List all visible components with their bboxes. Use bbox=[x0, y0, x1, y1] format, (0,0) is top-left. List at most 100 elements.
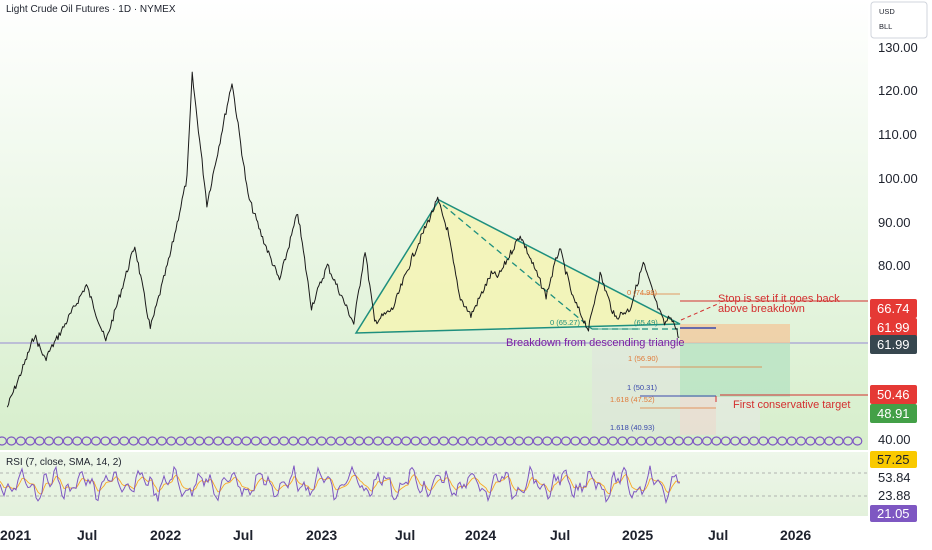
chain-link bbox=[701, 436, 712, 446]
x-tick-label: 2024 bbox=[465, 527, 496, 543]
x-tick-label: 2022 bbox=[150, 527, 181, 543]
chain-separator bbox=[0, 436, 863, 446]
chain-link bbox=[53, 436, 64, 446]
chain-link bbox=[532, 436, 543, 446]
x-tick-label: 2021 bbox=[0, 527, 31, 543]
chain-link bbox=[598, 436, 609, 446]
badge-entry bbox=[870, 318, 917, 337]
chain-link bbox=[485, 436, 496, 446]
annotation-target: First conservative target bbox=[733, 399, 850, 411]
y-tick-label: 100.00 bbox=[878, 171, 918, 186]
x-axis-background bbox=[0, 516, 868, 550]
chain-link bbox=[852, 436, 863, 446]
badge-entry-text: 61.99 bbox=[877, 320, 910, 335]
chain-link bbox=[626, 436, 637, 446]
rsi-title: RSI (7, close, SMA, 14, 2) bbox=[6, 457, 122, 468]
fib-levels: 0 (74.99) 0 (65.27) (65.49) 1 (56.90) 1 … bbox=[550, 288, 762, 432]
fib-label: 0 (65.27) bbox=[550, 318, 581, 327]
badge-target-2 bbox=[870, 404, 917, 423]
fib-label: 1 (56.90) bbox=[628, 354, 659, 363]
chain-link bbox=[119, 436, 130, 446]
fib-label: (65.49) bbox=[634, 318, 658, 327]
annotation-stop-line1: Stop is set if it goes back bbox=[718, 293, 840, 305]
badge-stop bbox=[870, 299, 917, 318]
currency-unit: BLL bbox=[879, 22, 892, 31]
chain-link bbox=[786, 436, 797, 446]
chain-link bbox=[842, 436, 853, 446]
badge-rsi-lower-text: 21.05 bbox=[877, 506, 910, 521]
chain-link bbox=[34, 436, 45, 446]
x-axis: 2021 Jul 2022 Jul 2023 Jul 2024 Jul 2025… bbox=[0, 527, 811, 543]
chain-link bbox=[739, 436, 750, 446]
currency-usd: USD bbox=[879, 7, 895, 16]
y-tick-label: 40.00 bbox=[878, 432, 911, 447]
chain-link bbox=[560, 436, 571, 446]
y-tick-label: 120.00 bbox=[878, 83, 918, 98]
x-tick-label: 2026 bbox=[780, 527, 811, 543]
x-tick-label: 2023 bbox=[306, 527, 337, 543]
fib-label: 0 (74.99) bbox=[627, 288, 658, 297]
fib-projection-zone-grey-2 bbox=[716, 397, 760, 435]
y-tick-label: 110.00 bbox=[878, 127, 917, 142]
rsi-line bbox=[0, 465, 681, 505]
chain-link bbox=[344, 436, 355, 446]
badge-rsi-upper-text: 57.25 bbox=[877, 452, 910, 467]
x-tick-label: 2025 bbox=[622, 527, 653, 543]
chain-link bbox=[551, 436, 562, 446]
x-tick-label: Jul bbox=[77, 527, 97, 543]
fib-label: 1.618 (47.52) bbox=[610, 395, 655, 404]
badge-target-1 bbox=[870, 385, 917, 404]
stop-pointer-dashed bbox=[680, 302, 721, 321]
target-zone bbox=[680, 343, 790, 397]
chain-link bbox=[579, 436, 590, 446]
chain-link bbox=[673, 436, 684, 446]
chain-link bbox=[692, 436, 703, 446]
chain-link bbox=[438, 436, 449, 446]
rsi-tick-label: 23.88 bbox=[878, 488, 911, 503]
chain-link bbox=[297, 436, 308, 446]
annotation-breakdown: Breakdown from descending triangle bbox=[506, 337, 685, 349]
chain-link bbox=[720, 436, 731, 446]
y-tick-label: 90.00 bbox=[878, 215, 911, 230]
rsi-pane-background bbox=[0, 452, 868, 516]
price-badges: 66.74 61.99 61.99 50.46 48.91 bbox=[870, 299, 917, 423]
y-tick-label: 130.00 bbox=[878, 40, 918, 55]
badge-stop-text: 66.74 bbox=[877, 301, 910, 316]
descending-triangle bbox=[354, 199, 681, 334]
chain-link bbox=[748, 436, 759, 446]
annotation-stop-line2: above breakdown bbox=[718, 303, 805, 315]
badge-target-1-text: 50.46 bbox=[877, 387, 910, 402]
stop-zone bbox=[680, 324, 790, 343]
y-tick-label: 80.00 bbox=[878, 258, 911, 273]
x-tick-label: Jul bbox=[708, 527, 728, 543]
x-tick-label: Jul bbox=[550, 527, 570, 543]
badge-current bbox=[870, 335, 917, 354]
chain-link bbox=[654, 436, 665, 446]
fib-projection-zone-grey bbox=[592, 343, 680, 435]
annotation-stop: Stop is set if it goes back above breakd… bbox=[718, 293, 843, 315]
chain-link bbox=[391, 436, 402, 446]
chain-link bbox=[814, 436, 825, 446]
fib-label: 1.618 (40.93) bbox=[610, 423, 655, 432]
badge-target-2-text: 48.91 bbox=[877, 406, 910, 421]
chain-link bbox=[513, 436, 524, 446]
currency-selector[interactable]: USD BLL bbox=[870, 1, 928, 39]
triangle-inner-dashed bbox=[442, 204, 593, 330]
x-tick-label: Jul bbox=[233, 527, 253, 543]
badge-current-text: 61.99 bbox=[877, 337, 910, 352]
x-tick-label: Jul bbox=[395, 527, 415, 543]
chain-link bbox=[607, 436, 618, 446]
fib-label: 1 (50.31) bbox=[627, 383, 658, 392]
chain-link bbox=[645, 436, 656, 446]
price-series-line bbox=[6, 71, 680, 408]
badge-rsi-upper bbox=[870, 451, 917, 468]
chain-link bbox=[43, 436, 54, 446]
badge-rsi-lower bbox=[870, 505, 917, 522]
rsi-tick-label: 53.84 bbox=[878, 470, 911, 485]
chain-link bbox=[795, 436, 806, 446]
chart-title: Light Crude Oil Futures · 1D · NYMEX bbox=[6, 4, 176, 15]
chain-link bbox=[767, 436, 778, 446]
fib-projection-zone-pink bbox=[680, 397, 716, 435]
chain-link bbox=[833, 436, 844, 446]
